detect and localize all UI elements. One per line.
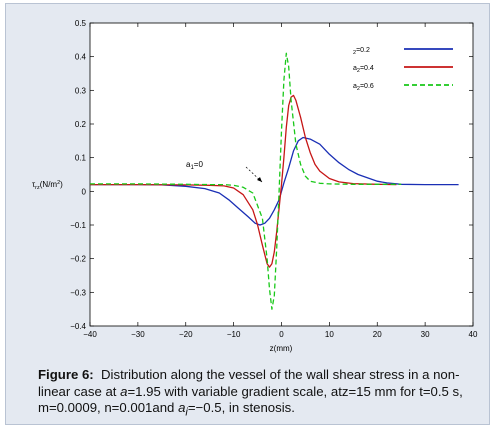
- y-label-unit: (N/m: [40, 180, 58, 189]
- caption-text-1: Distribution along the vessel of the wal…: [38, 367, 460, 399]
- annotation-label: a1=0: [186, 160, 203, 171]
- y-tick-label: 0.2: [75, 120, 87, 129]
- y-label-sup: 2: [57, 180, 60, 186]
- x-tick-label: 10: [325, 330, 334, 339]
- annotation-symbol: a: [186, 160, 191, 169]
- legend-subscript: 2: [353, 50, 356, 56]
- legend-label-2: a2=0.4: [353, 65, 374, 74]
- x-tick-label: 20: [373, 330, 382, 339]
- legend-symbol: a: [353, 83, 357, 90]
- y-tick-label: −0.2: [70, 255, 86, 264]
- caption-ai: a: [178, 400, 186, 415]
- legend-subscript: 2: [357, 86, 360, 92]
- x-tick-label: −30: [131, 330, 145, 339]
- y-tick-label: −0.3: [70, 288, 86, 297]
- series-line-1: [90, 136, 459, 226]
- x-tick-label: −40: [83, 330, 97, 339]
- legend-label-3: a2=0.6: [353, 83, 374, 92]
- figure-panel: −40 −30 −20 −10 0 10 20 30 40 −0.4 −0.3 −0.2 −0.1 0 0.…: [5, 3, 490, 425]
- annotation-value: =0: [194, 160, 204, 169]
- annotation-subscript: 1: [190, 165, 194, 171]
- x-tick-label: 40: [469, 330, 478, 339]
- x-tick-label: 0: [279, 330, 284, 339]
- x-tick-label: −20: [179, 330, 193, 339]
- y-tick-label: −0.1: [70, 221, 86, 230]
- annotation-arrowhead: [257, 177, 262, 182]
- legend-subscript: 2: [357, 68, 360, 74]
- legend-label-1: 2=0.2: [353, 47, 370, 56]
- y-label-close: ): [60, 180, 63, 189]
- y-tick-label: 0.3: [75, 86, 87, 95]
- x-tick-label: 30: [421, 330, 430, 339]
- line-chart: −40 −30 −20 −10 0 10 20 30 40 −0.4 −0.3 −0.2 −0.1 0 0.…: [32, 19, 478, 353]
- series-line-2: [90, 94, 397, 268]
- series-line-3: [90, 52, 402, 310]
- y-tick-label: 0.4: [75, 53, 87, 62]
- y-axis-label: τrz(N/m2): [32, 180, 63, 191]
- figure-caption: Figure 6: Distribution along the vessel …: [38, 367, 478, 421]
- caption-label: Figure 6:: [38, 367, 94, 382]
- legend-value: =0.6: [360, 83, 374, 90]
- legend-symbol: a: [353, 65, 357, 72]
- caption-text-3: =−0.5, in stenosis.: [187, 400, 295, 415]
- y-tick-label: 0.1: [75, 154, 87, 163]
- caption-text-2: =1.95 with variable gradient scale, atz=…: [38, 383, 463, 416]
- legend-value: =0.4: [360, 65, 374, 72]
- caption-ai-sub: i: [185, 406, 188, 419]
- x-axis-label: z(mm): [270, 344, 293, 353]
- x-tick-label: −10: [227, 330, 241, 339]
- y-label-tau: τ: [32, 180, 36, 189]
- legend-value: =0.2: [356, 47, 370, 54]
- y-tick-label: 0.5: [75, 19, 87, 28]
- plot-area: [89, 22, 474, 327]
- y-label-sub: rz: [35, 185, 40, 191]
- y-tick-label: −0.4: [70, 322, 86, 331]
- y-tick-label: 0: [82, 187, 87, 196]
- caption-alpha: a: [120, 383, 128, 399]
